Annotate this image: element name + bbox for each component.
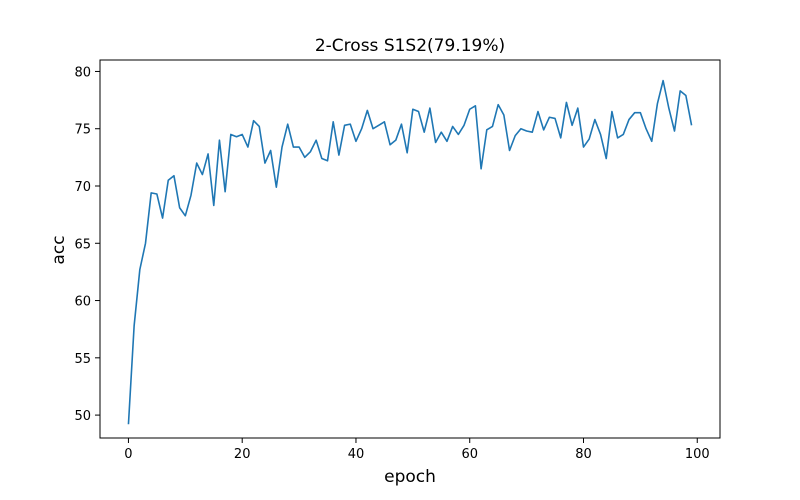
x-tick-label: 100 <box>685 447 710 462</box>
plot-area: 0 20 40 60 80 100 50 55 60 65 70 75 80 <box>74 59 721 462</box>
y-tick-label: 65 <box>74 237 91 252</box>
y-tick-label: 80 <box>74 65 91 80</box>
series-line-0 <box>127 79 693 425</box>
x-tick-label: 20 <box>234 447 251 462</box>
x-axis-title: epoch <box>384 467 436 487</box>
y-tick-label: 50 <box>74 409 91 424</box>
chart-title: 2-Cross S1S2(79.19%) <box>315 36 505 56</box>
x-tick-label: 40 <box>348 447 365 462</box>
y-tick-label: 75 <box>74 123 91 138</box>
x-tick-label: 60 <box>461 447 478 462</box>
y-axis-title: acc <box>49 235 69 264</box>
y-tick-label: 55 <box>74 352 91 367</box>
y-tick-label: 70 <box>74 180 91 195</box>
plot-frame <box>99 59 721 439</box>
x-tick-label: 0 <box>124 447 132 462</box>
x-tick-label: 80 <box>575 447 592 462</box>
y-tick-label: 60 <box>74 295 91 310</box>
